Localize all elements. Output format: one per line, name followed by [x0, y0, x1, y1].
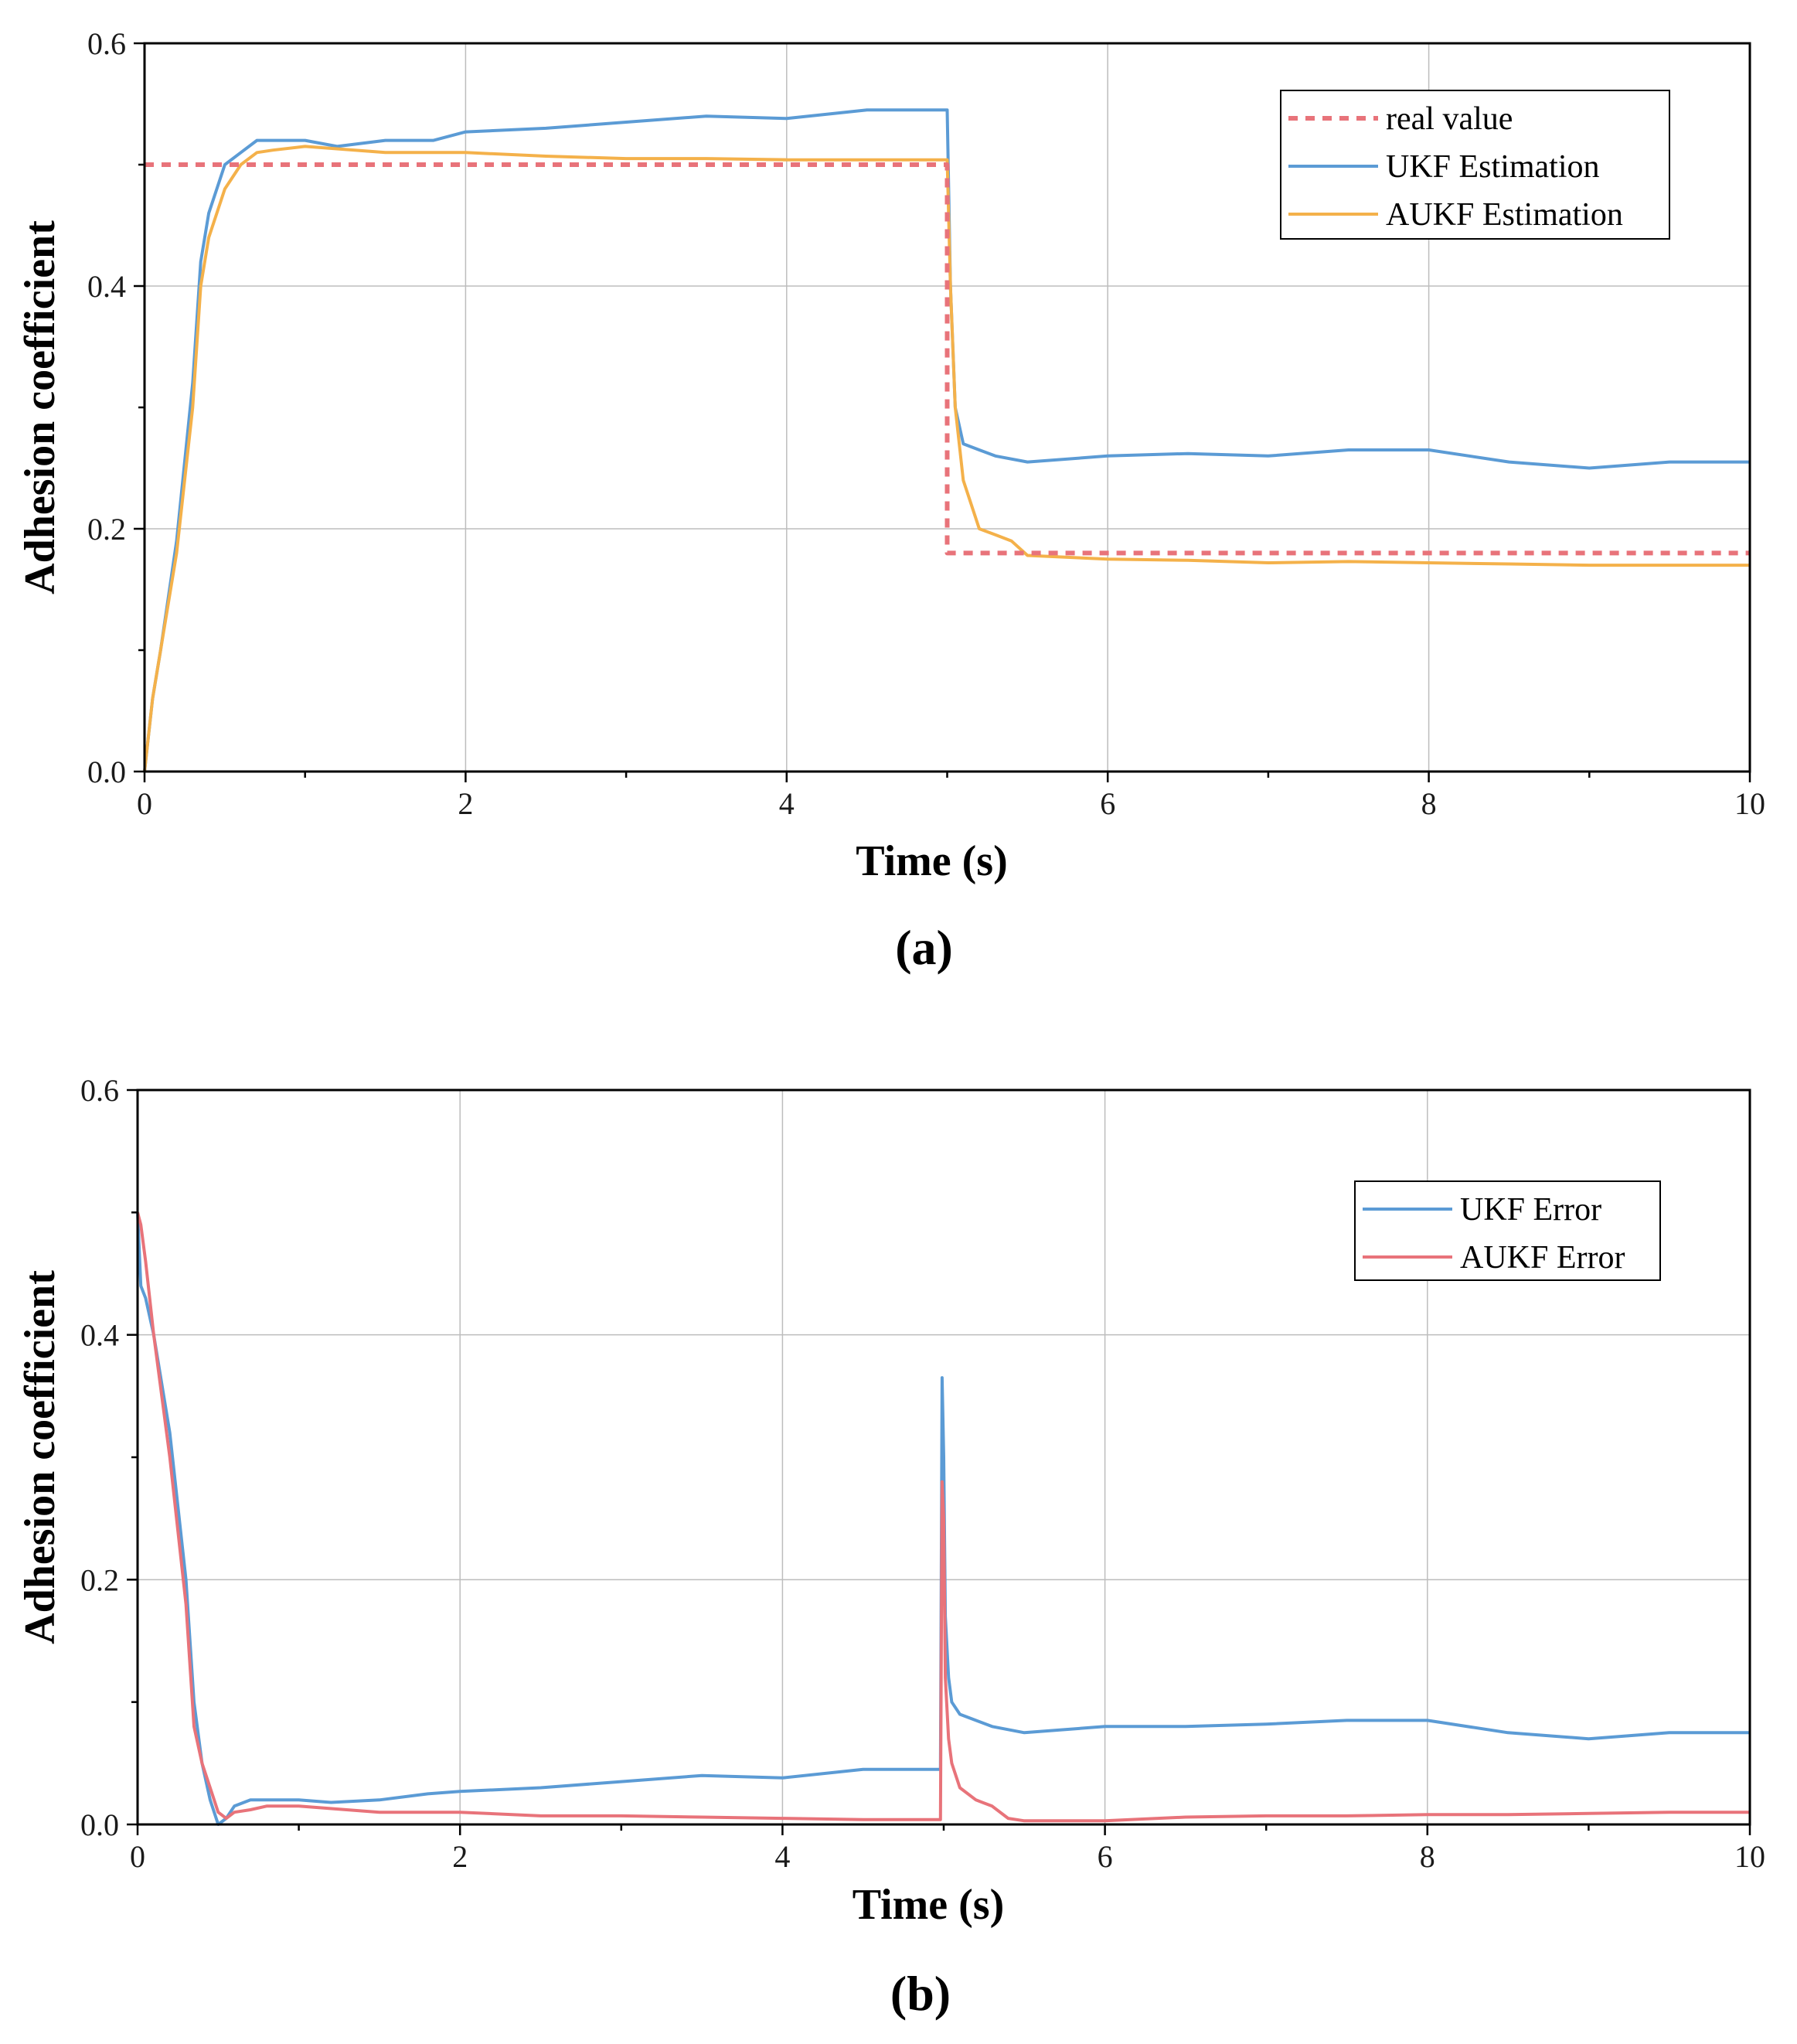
- panel-b-legend-label-ukf-error: UKF Error: [1460, 1192, 1601, 1228]
- panel-b-y-tick-label: 0.2: [80, 1562, 119, 1597]
- panel-a-label: (a): [895, 920, 953, 975]
- panel-a-y-tick-label: 0.0: [87, 755, 126, 789]
- panel-b-series-aukf-error: [136, 1211, 1750, 1823]
- panel-b-x-tick-label: 0: [130, 1839, 145, 1874]
- panel-a-x-tick-label: 0: [137, 786, 152, 821]
- panel-b-x-tick-label: 10: [1734, 1839, 1765, 1874]
- panel-b-x-tick-label: 6: [1098, 1839, 1113, 1874]
- panel-a-x-tick-label: 2: [458, 786, 473, 821]
- panel-a-y-axis-title: Adhesion coefficient: [16, 220, 64, 594]
- panel-b-x-tick-label: 4: [774, 1839, 790, 1874]
- panel-b-y-tick-label: 0.4: [80, 1318, 119, 1353]
- panel-b-y-tick-label: 0.0: [80, 1807, 119, 1842]
- panel-b-x-tick-label: 8: [1420, 1839, 1435, 1874]
- panel-a-legend-label-real-value: real value: [1386, 101, 1513, 137]
- panel-a-y-tick-label: 0.4: [87, 269, 126, 304]
- panel-b-legend: UKF Error AUKF Error: [1354, 1180, 1661, 1281]
- panel-a: 0 2 4 6 8 10 0.0 0.2 0.4 0.6 Time (s) Adhesion co…: [16, 26, 1765, 975]
- panel-b-y-axis-title: Adhesion coefficient: [16, 1270, 64, 1644]
- panel-b-series: [136, 1211, 1750, 1826]
- panel-a-series: [143, 108, 1750, 772]
- panel-a-series-ukf-estimation: [143, 108, 1750, 772]
- panel-a-legend-label-aukf-estimation: AUKF Estimation: [1386, 197, 1623, 233]
- panel-b-label: (b): [890, 1966, 951, 2021]
- panel-a-x-tick-label: 10: [1734, 786, 1765, 821]
- panel-a-ticks: 0 2 4 6 8 10 0.0 0.2 0.4 0.6: [87, 26, 1765, 821]
- panel-b: 0 2 4 6 8 10 0.0 0.2 0.4 0.6 Time (s) Adhesion co…: [16, 1073, 1765, 2021]
- panel-b-x-tick-label: 2: [452, 1839, 468, 1874]
- panel-a-series-aukf-estimation: [143, 145, 1750, 772]
- panel-a-y-tick-label: 0.2: [87, 512, 126, 547]
- panel-a-y-tick-label: 0.6: [87, 26, 126, 61]
- panel-a-x-tick-label: 8: [1421, 786, 1437, 821]
- panel-a-x-axis-title: Time (s): [856, 837, 1008, 885]
- panel-b-ticks: 0 2 4 6 8 10 0.0 0.2 0.4 0.6: [80, 1073, 1765, 1874]
- panel-b-y-tick-label: 0.6: [80, 1073, 119, 1108]
- panel-b-legend-label-aukf-error: AUKF Error: [1460, 1240, 1625, 1276]
- panel-a-x-tick-label: 6: [1100, 786, 1115, 821]
- panel-b-legend-box: [1354, 1180, 1661, 1281]
- panel-a-legend: real value UKF Estimation AUKF Estimation: [1280, 90, 1670, 240]
- panel-a-x-tick-label: 4: [779, 786, 795, 821]
- panel-b-x-axis-title: Time (s): [853, 1881, 1005, 1929]
- panel-a-legend-label-ukf-estimation: UKF Estimation: [1386, 149, 1600, 185]
